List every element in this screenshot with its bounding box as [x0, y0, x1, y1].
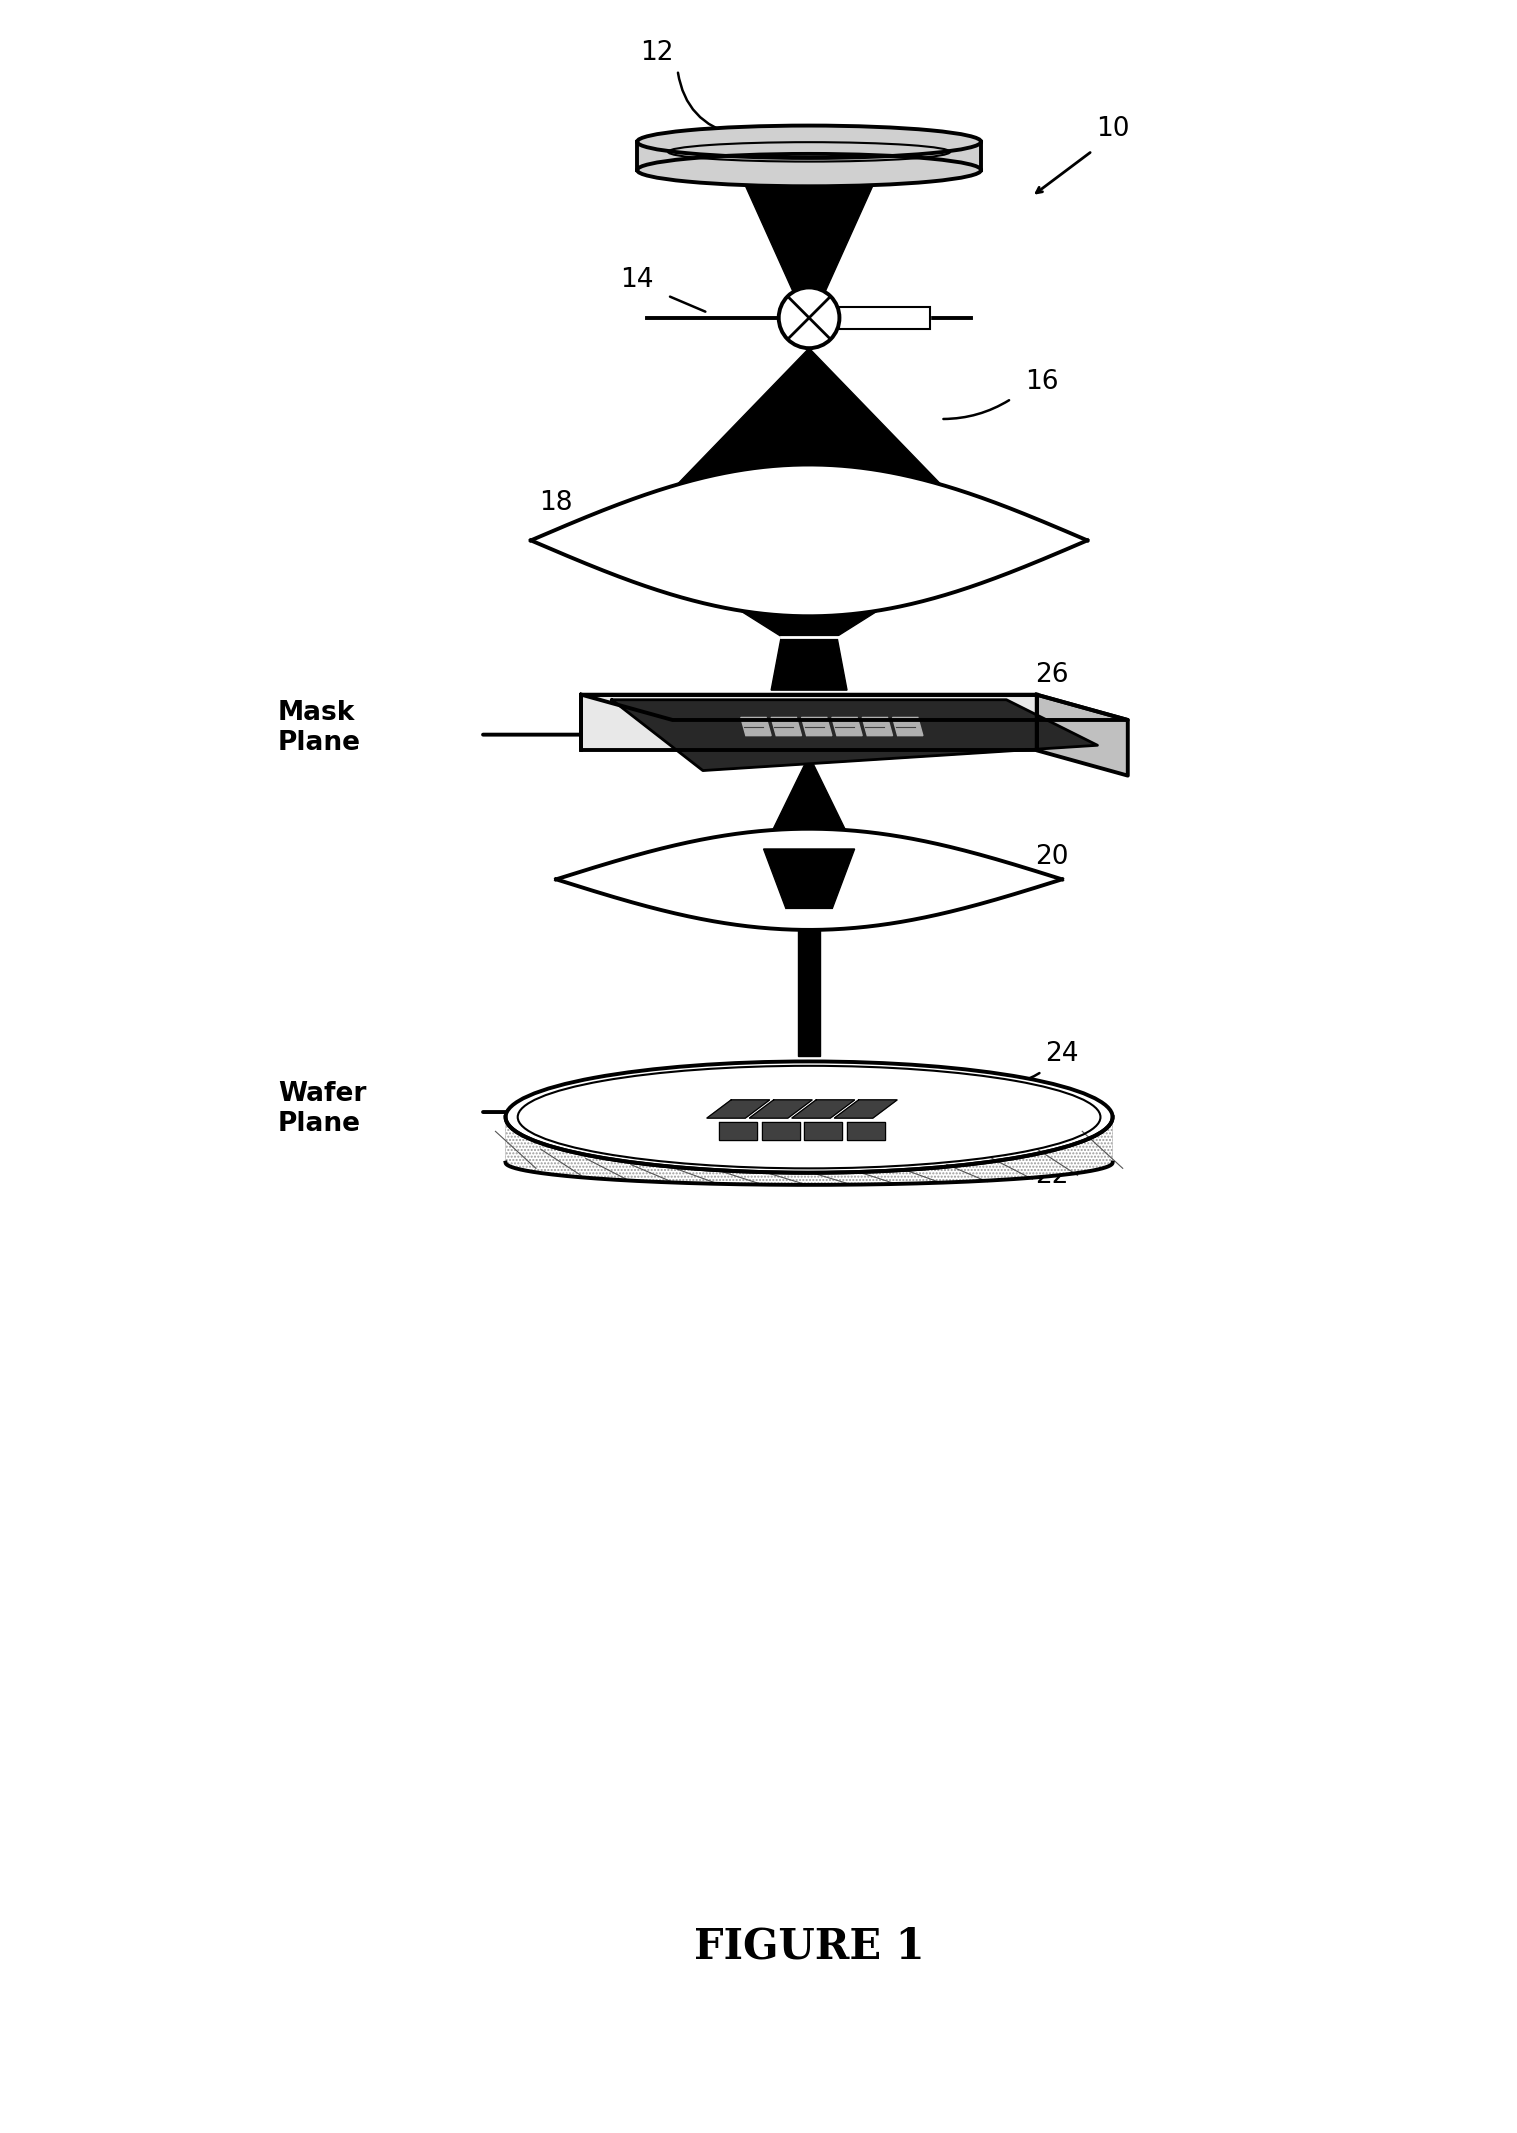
Polygon shape	[831, 717, 862, 736]
Polygon shape	[834, 1101, 897, 1118]
Text: 24: 24	[1045, 1041, 1079, 1066]
Polygon shape	[804, 1122, 842, 1141]
Polygon shape	[581, 695, 1036, 751]
Polygon shape	[713, 593, 906, 636]
Polygon shape	[740, 717, 771, 736]
Bar	[839, 307, 930, 328]
Polygon shape	[657, 348, 960, 506]
Text: 14: 14	[620, 267, 654, 294]
Text: FIGURE 1: FIGURE 1	[693, 1926, 924, 1969]
Text: 22: 22	[1035, 1162, 1068, 1188]
Polygon shape	[846, 1122, 884, 1141]
Polygon shape	[719, 1122, 757, 1141]
Polygon shape	[581, 695, 1127, 721]
Text: 16: 16	[1025, 369, 1059, 395]
Polygon shape	[771, 636, 846, 691]
Circle shape	[778, 288, 839, 348]
Polygon shape	[531, 465, 1088, 616]
Polygon shape	[637, 141, 981, 171]
Polygon shape	[758, 755, 860, 860]
Polygon shape	[707, 1101, 769, 1118]
Ellipse shape	[637, 126, 981, 158]
Bar	[839, 307, 930, 328]
Text: Wafer
Plane: Wafer Plane	[278, 1081, 366, 1137]
Ellipse shape	[637, 154, 981, 186]
Polygon shape	[749, 1101, 812, 1118]
Polygon shape	[611, 700, 1097, 770]
Polygon shape	[801, 717, 831, 736]
Text: 10: 10	[1095, 115, 1129, 141]
Polygon shape	[557, 830, 1062, 930]
Polygon shape	[762, 1122, 799, 1141]
Polygon shape	[505, 1118, 1112, 1184]
Polygon shape	[892, 717, 922, 736]
Polygon shape	[763, 849, 854, 909]
Polygon shape	[743, 181, 875, 303]
Text: 20: 20	[1035, 845, 1068, 870]
Polygon shape	[862, 717, 892, 736]
Text: 18: 18	[540, 491, 573, 516]
Polygon shape	[505, 1118, 1112, 1184]
Polygon shape	[771, 717, 801, 736]
Text: 26: 26	[1035, 661, 1068, 689]
Polygon shape	[505, 1062, 1112, 1173]
Polygon shape	[1036, 695, 1127, 776]
Text: Mask
Plane: Mask Plane	[278, 700, 361, 755]
Polygon shape	[798, 926, 821, 1056]
Text: 12: 12	[640, 41, 674, 66]
Polygon shape	[792, 1101, 854, 1118]
